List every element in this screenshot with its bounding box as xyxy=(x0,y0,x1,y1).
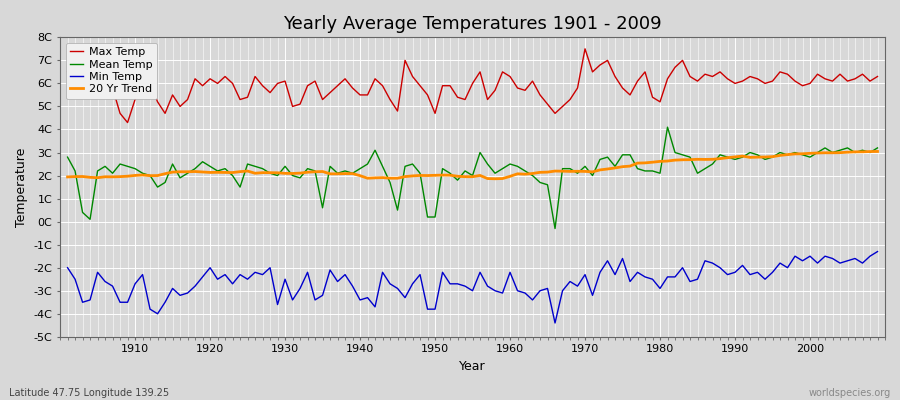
20 Yr Trend xyxy=(122,174,133,178)
20 Yr Trend xyxy=(505,174,516,179)
Max Temp xyxy=(505,74,516,79)
Mean Temp xyxy=(122,164,133,169)
Text: Latitude 47.75 Longitude 139.25: Latitude 47.75 Longitude 139.25 xyxy=(9,388,169,398)
20 Yr Trend xyxy=(287,171,298,176)
Min Temp xyxy=(602,258,613,263)
Max Temp xyxy=(130,97,140,102)
Min Temp xyxy=(62,265,73,270)
Min Temp xyxy=(287,298,298,302)
X-axis label: Year: Year xyxy=(459,360,486,373)
20 Yr Trend xyxy=(332,172,343,176)
Line: Mean Temp: Mean Temp xyxy=(68,127,878,228)
Max Temp xyxy=(512,86,523,90)
Min Temp xyxy=(550,320,561,325)
Text: worldspecies.org: worldspecies.org xyxy=(809,388,891,398)
Max Temp xyxy=(580,46,590,51)
Max Temp xyxy=(122,120,133,125)
Line: Max Temp: Max Temp xyxy=(68,49,878,122)
Min Temp xyxy=(872,249,883,254)
Max Temp xyxy=(872,74,883,79)
Mean Temp xyxy=(872,146,883,150)
Max Temp xyxy=(294,102,305,106)
Min Temp xyxy=(505,270,516,275)
Title: Yearly Average Temperatures 1901 - 2009: Yearly Average Temperatures 1901 - 2009 xyxy=(284,15,662,33)
Mean Temp xyxy=(602,155,613,160)
20 Yr Trend xyxy=(490,176,500,181)
Mean Temp xyxy=(62,155,73,160)
Mean Temp xyxy=(662,125,673,130)
Line: Min Temp: Min Temp xyxy=(68,252,878,323)
20 Yr Trend xyxy=(62,174,73,179)
Mean Temp xyxy=(497,166,508,171)
Mean Temp xyxy=(287,173,298,178)
Line: 20 Yr Trend: 20 Yr Trend xyxy=(68,152,878,179)
Min Temp xyxy=(332,279,343,284)
Min Temp xyxy=(122,300,133,305)
20 Yr Trend xyxy=(512,172,523,176)
20 Yr Trend xyxy=(602,166,613,171)
Y-axis label: Temperature: Temperature xyxy=(15,147,28,227)
Max Temp xyxy=(62,70,73,74)
Mean Temp xyxy=(550,226,561,231)
Max Temp xyxy=(609,74,620,79)
Mean Temp xyxy=(332,171,343,176)
Legend: Max Temp, Mean Temp, Min Temp, 20 Yr Trend: Max Temp, Mean Temp, Min Temp, 20 Yr Tre… xyxy=(66,43,157,99)
Mean Temp xyxy=(505,162,516,166)
Max Temp xyxy=(339,76,350,81)
20 Yr Trend xyxy=(872,149,883,154)
Min Temp xyxy=(497,291,508,296)
